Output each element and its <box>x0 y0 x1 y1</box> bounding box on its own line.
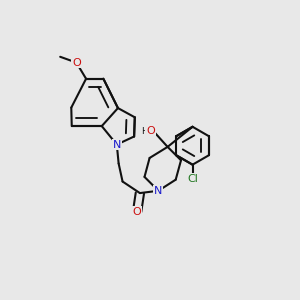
Text: N: N <box>154 186 163 196</box>
Text: Cl: Cl <box>187 174 198 184</box>
Text: O: O <box>146 126 155 136</box>
Text: O: O <box>72 58 81 68</box>
Text: H: H <box>142 127 148 136</box>
Text: O: O <box>133 207 142 217</box>
Text: N: N <box>112 140 121 150</box>
